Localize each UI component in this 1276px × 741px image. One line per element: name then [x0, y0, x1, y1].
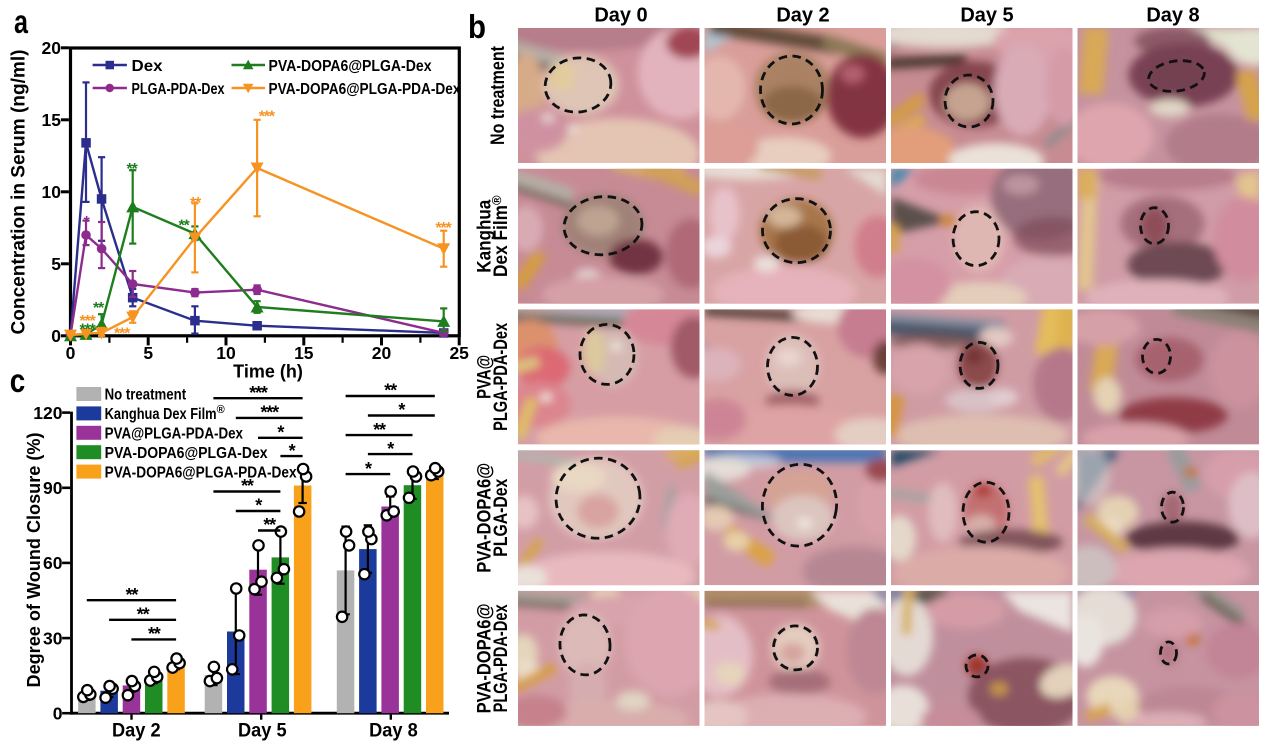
svg-text:**: **: [373, 420, 386, 440]
svg-text:90: 90: [43, 478, 63, 498]
svg-text:PLGA-PDA-Dex: PLGA-PDA-Dex: [490, 604, 512, 712]
svg-text:PVA-DOPA6@PLGA-PDA-Dex: PVA-DOPA6@PLGA-PDA-Dex: [269, 81, 461, 98]
svg-text:Day 2: Day 2: [776, 5, 829, 27]
svg-text:PVA-DOPA6@PLGA-Dex: PVA-DOPA6@PLGA-Dex: [105, 445, 268, 462]
svg-text:10: 10: [42, 182, 62, 202]
svg-text:*: *: [365, 459, 372, 479]
svg-text:120: 120: [33, 403, 62, 423]
svg-text:PVA@: PVA@: [474, 355, 496, 399]
svg-text:No treatment: No treatment: [487, 46, 509, 145]
svg-text:**: **: [263, 515, 276, 535]
svg-text:***: ***: [260, 403, 279, 423]
svg-text:PVA-DOPA6@PLGA-PDA-Dex: PVA-DOPA6@PLGA-PDA-Dex: [105, 464, 297, 481]
svg-text:0: 0: [66, 343, 76, 363]
svg-text:c: c: [10, 362, 25, 399]
svg-text:30: 30: [43, 628, 63, 648]
svg-text:**: **: [190, 195, 202, 212]
svg-text:Degree of Wound Closure (%): Degree of Wound Closure (%): [24, 433, 44, 688]
svg-text:20: 20: [42, 38, 62, 58]
svg-text:PLGA-Dex: PLGA-Dex: [490, 479, 512, 557]
svg-text:**: **: [93, 300, 105, 317]
svg-text:*: *: [277, 423, 284, 443]
svg-text:Concentration in Serum (ng/ml): Concentration in Serum (ng/ml): [9, 50, 30, 335]
svg-text:b: b: [468, 8, 486, 45]
svg-text:Day 2: Day 2: [112, 721, 161, 741]
svg-text:*: *: [83, 214, 90, 231]
svg-text:Day 8: Day 8: [1146, 5, 1199, 27]
svg-text:5: 5: [51, 254, 61, 274]
svg-text:60: 60: [43, 553, 63, 573]
svg-text:*: *: [289, 441, 296, 461]
svg-text:PLGA-PDA-Dex: PLGA-PDA-Dex: [132, 81, 225, 98]
svg-text:Kanghua: Kanghua: [474, 200, 496, 273]
svg-text:Day 8: Day 8: [369, 721, 418, 741]
svg-text:PVA@PLGA-PDA-Dex: PVA@PLGA-PDA-Dex: [105, 426, 243, 443]
svg-text:**: **: [148, 624, 161, 644]
svg-text:PVA-DOPA6@: PVA-DOPA6@: [474, 463, 496, 573]
svg-text:0: 0: [51, 326, 61, 346]
svg-text:**: **: [126, 585, 139, 605]
svg-text:10: 10: [216, 343, 236, 363]
svg-text:PVA-DOPA6@PLGA-Dex: PVA-DOPA6@PLGA-Dex: [269, 58, 432, 75]
svg-text:PVA-DOPA6@: PVA-DOPA6@: [474, 603, 496, 713]
svg-text:**: **: [126, 161, 138, 178]
svg-text:**: **: [178, 218, 190, 235]
svg-text:No treatment: No treatment: [105, 387, 187, 404]
svg-text:Time (h): Time (h): [233, 361, 303, 381]
svg-text:Day 5: Day 5: [238, 721, 287, 741]
svg-text:***: ***: [79, 313, 96, 330]
svg-text:Day 0: Day 0: [594, 5, 647, 27]
svg-text:**: **: [137, 605, 150, 625]
svg-text:**: **: [241, 476, 254, 496]
svg-text:*: *: [398, 400, 405, 420]
svg-text:***: ***: [79, 322, 96, 339]
svg-text:Day 5: Day 5: [960, 5, 1013, 27]
svg-text:Dex Film®: Dex Film®: [489, 195, 512, 277]
svg-text:***: ***: [435, 220, 452, 237]
svg-text:a: a: [14, 3, 28, 40]
svg-text:25: 25: [449, 343, 469, 363]
svg-text:0: 0: [53, 704, 63, 724]
svg-text:Kanghua Dex Film®: Kanghua Dex Film®: [105, 404, 225, 423]
svg-text:**: **: [384, 381, 397, 401]
svg-text:15: 15: [42, 110, 62, 130]
svg-text:20: 20: [372, 343, 392, 363]
svg-text:5: 5: [143, 343, 153, 363]
svg-text:***: ***: [259, 109, 276, 126]
svg-text:Dex: Dex: [132, 58, 163, 75]
svg-text:*: *: [387, 439, 394, 459]
svg-text:PLGA-PDA-Dex: PLGA-PDA-Dex: [490, 323, 512, 431]
svg-text:15: 15: [294, 343, 314, 363]
svg-text:*: *: [255, 496, 262, 516]
svg-text:***: ***: [114, 326, 131, 343]
svg-text:***: ***: [249, 383, 268, 403]
